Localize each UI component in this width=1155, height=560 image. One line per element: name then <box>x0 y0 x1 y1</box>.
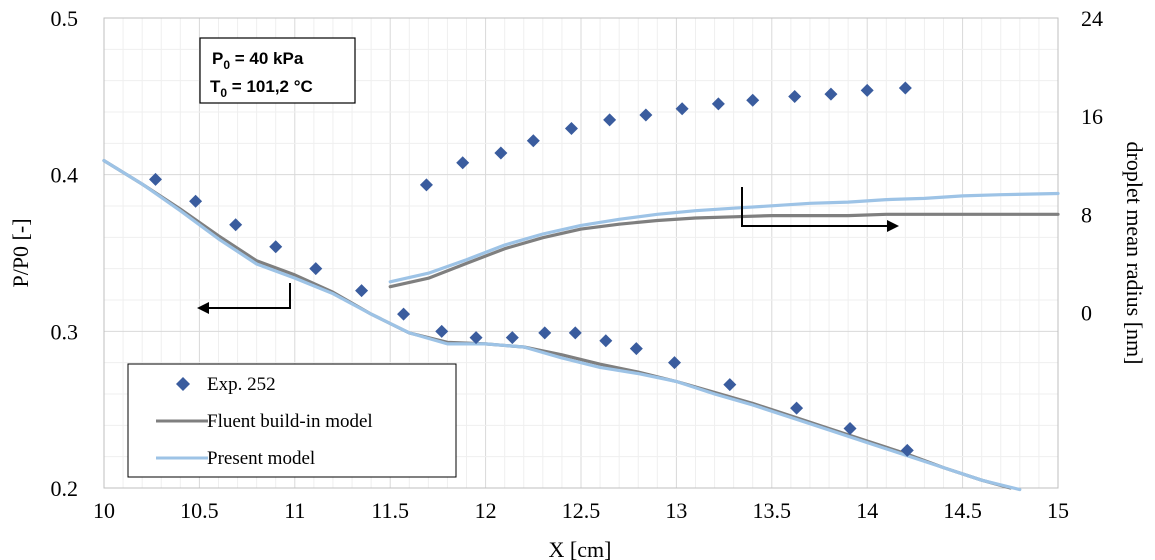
legend-entry-fluent: Fluent build-in model <box>156 411 373 432</box>
data-point-exp-252-right <box>898 81 912 95</box>
x-tick-label: 13 <box>665 498 687 523</box>
data-point-exp-252-left <box>469 331 483 345</box>
series-layer <box>102 81 1060 492</box>
y-left-tick-label: 0.3 <box>51 319 79 344</box>
data-point-exp-252-right <box>746 93 760 107</box>
legend-label-fluent: Fluent build-in model <box>207 411 373 432</box>
p0-label: P0 = 40 kPa <box>212 49 304 72</box>
data-point-exp-252-right <box>419 178 433 192</box>
legend-entry-exp: Exp. 252 <box>176 374 276 395</box>
legend-label-exp: Exp. 252 <box>207 374 276 395</box>
data-point-exp-252-left <box>790 401 804 415</box>
data-point-exp-252-right <box>639 108 653 122</box>
legend-entry-present: Present model <box>156 448 315 469</box>
x-axis-ticks: 10 10.5 11 11.5 12 12.5 13 13.5 14 14.5 15 <box>93 498 1069 523</box>
x-tick-label: 12 <box>475 498 497 523</box>
x-tick-label: 14.5 <box>943 498 982 523</box>
y-left-axis-title: P/P0 [-] <box>8 218 33 287</box>
x-axis-title: X [cm] <box>549 537 612 560</box>
x-tick-label: 12.5 <box>562 498 601 523</box>
data-point-exp-252-left <box>538 326 552 340</box>
data-point-exp-252-left <box>189 194 203 208</box>
data-point-exp-252-left <box>149 172 163 186</box>
data-point-exp-252-left <box>843 421 857 435</box>
y-right-tick-label: 24 <box>1081 6 1103 31</box>
x-tick-label: 10.5 <box>180 498 219 523</box>
conditions-annotation: P0 = 40 kPa T0 = 101,2 °C <box>199 37 356 104</box>
data-point-exp-252-right <box>824 87 838 101</box>
data-point-exp-252-right <box>456 156 470 170</box>
data-point-exp-252-right <box>675 102 689 116</box>
data-point-exp-252-right <box>788 90 802 104</box>
y-left-tick-label: 0.2 <box>51 476 79 501</box>
data-point-exp-252-right <box>603 113 617 127</box>
data-point-exp-252-left <box>667 356 681 370</box>
data-point-exp-252-left <box>723 378 737 392</box>
y-right-axis-ticks: 0 8 16 24 <box>1081 6 1103 326</box>
data-point-exp-252-right <box>494 146 508 160</box>
y-right-axis-title: droplet mean radius [nm] <box>1122 142 1147 365</box>
data-point-exp-252-right <box>711 97 725 111</box>
data-point-exp-252-left <box>229 218 243 232</box>
y-right-tick-label: 0 <box>1081 301 1092 326</box>
data-point-exp-252-left <box>629 342 643 356</box>
y-left-tick-label: 0.5 <box>51 6 79 31</box>
x-tick-label: 11.5 <box>371 498 409 523</box>
plot-area-border <box>103 17 1059 489</box>
data-point-exp-252-left <box>269 240 283 254</box>
data-point-exp-252-left <box>309 262 323 276</box>
y-right-tick-label: 16 <box>1081 104 1103 129</box>
data-point-exp-252-left <box>435 324 449 338</box>
y-left-axis-ticks: 0.2 0.3 0.4 0.5 <box>51 6 79 501</box>
arrow-left-indicator <box>197 283 291 314</box>
series-line-present-model-right <box>388 191 1060 284</box>
series-line-present-model-left <box>102 159 1022 492</box>
x-tick-label: 13.5 <box>753 498 792 523</box>
x-tick-label: 14 <box>856 498 878 523</box>
data-point-exp-252-left <box>900 443 914 457</box>
arrow-right-indicator <box>741 187 899 232</box>
x-tick-label: 11 <box>284 498 305 523</box>
t0-label: T0 = 101,2 °C <box>210 77 313 100</box>
data-point-exp-252-right <box>526 134 540 148</box>
data-point-exp-252-left <box>568 326 582 340</box>
data-point-exp-252-right <box>860 83 874 97</box>
data-point-exp-252-left <box>355 284 369 298</box>
x-tick-label: 15 <box>1047 498 1069 523</box>
y-right-tick-label: 8 <box>1081 202 1092 227</box>
x-tick-label: 10 <box>93 498 115 523</box>
legend-label-present: Present model <box>207 448 315 469</box>
data-point-exp-252-left <box>505 331 519 345</box>
legend: Exp. 252 Fluent build-in model Present m… <box>127 363 457 478</box>
data-point-exp-252-left <box>397 307 411 321</box>
data-point-exp-252-right <box>564 121 578 135</box>
series-line-fluent-build-in-model-right <box>388 212 1060 289</box>
y-left-tick-label: 0.4 <box>51 163 79 188</box>
data-point-exp-252-left <box>599 334 613 348</box>
